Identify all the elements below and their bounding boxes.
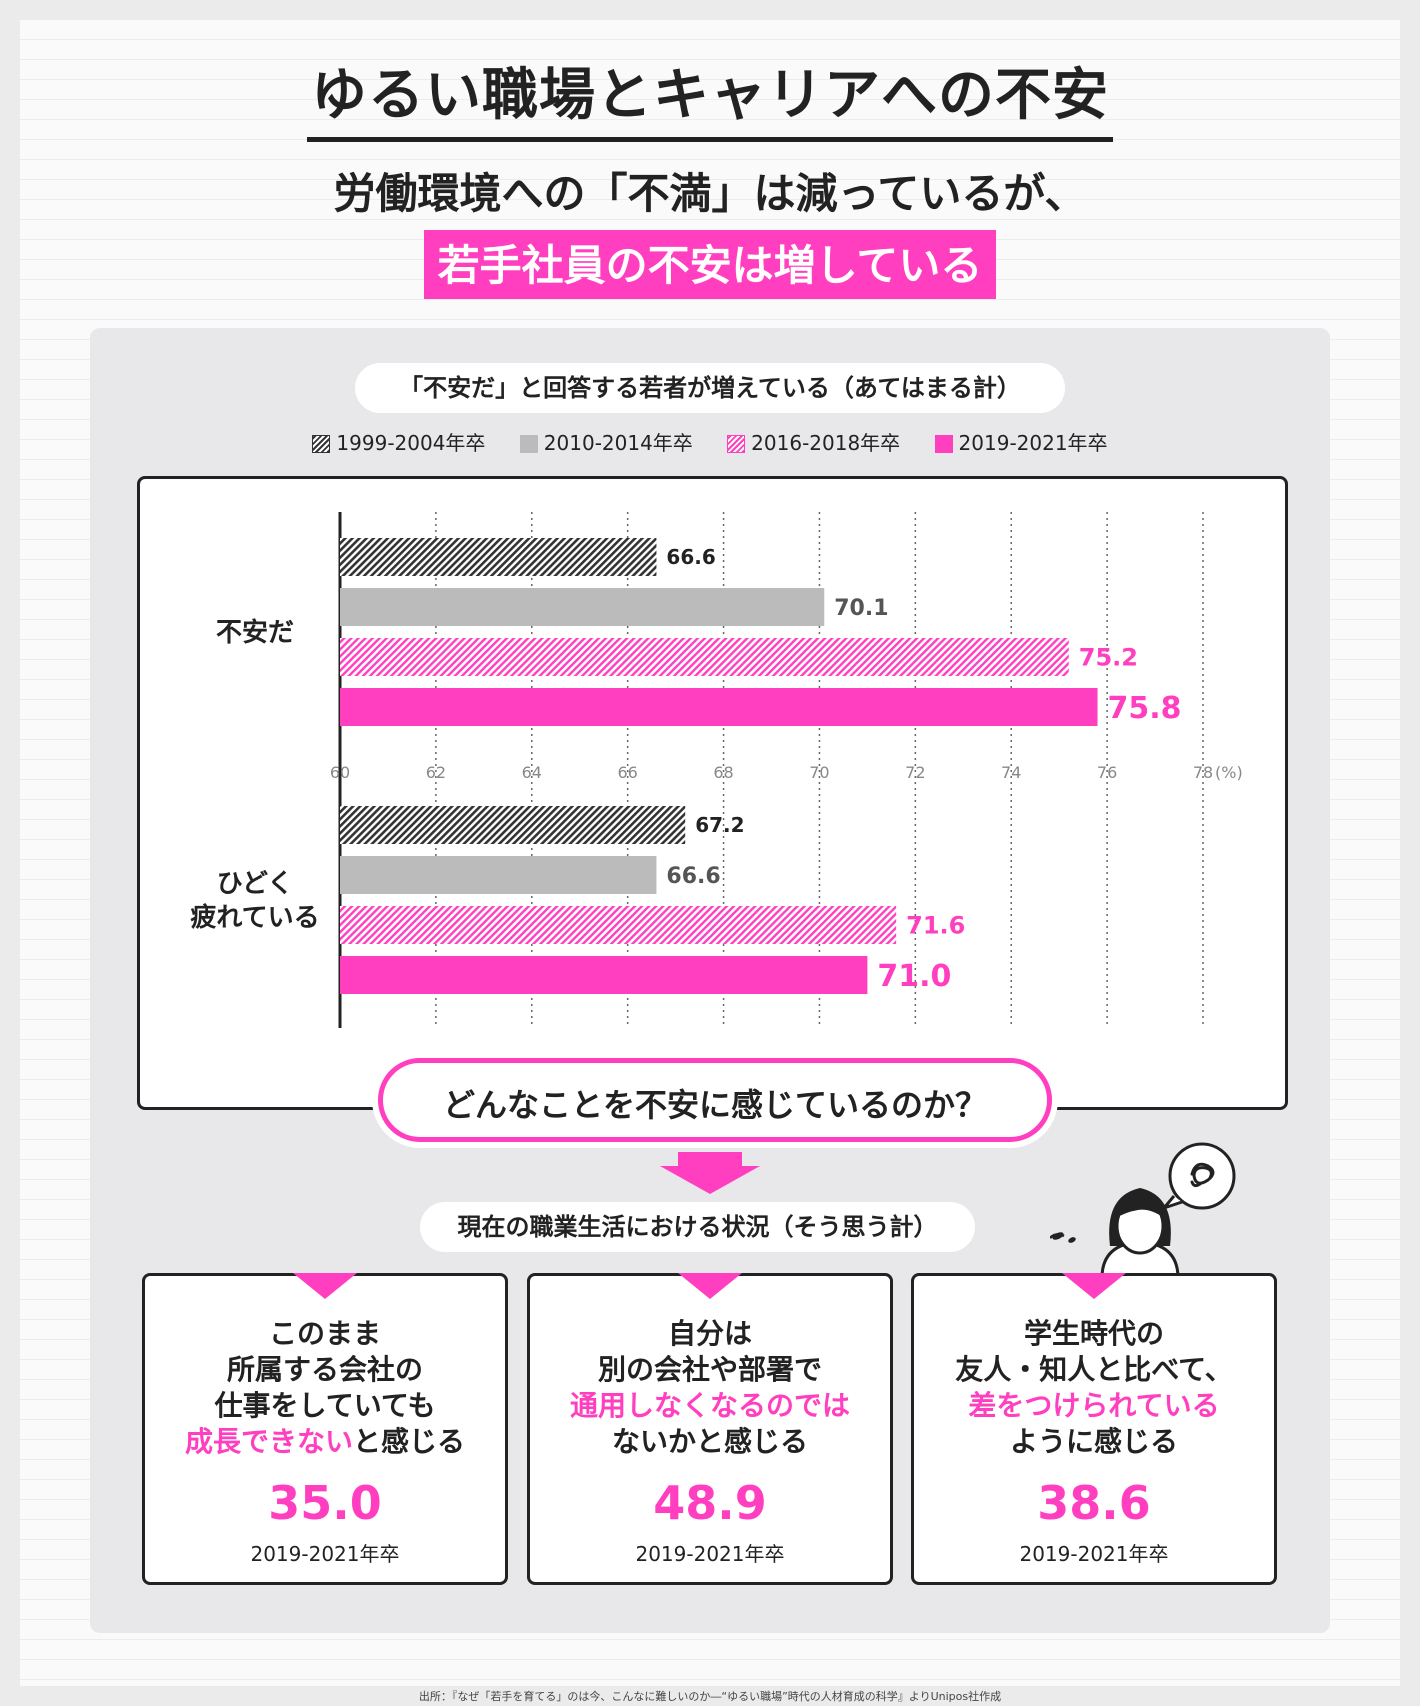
card-line: 自分は [667, 1317, 752, 1350]
bar-2-4 [340, 956, 868, 994]
x-tick-label: 76 [1097, 763, 1117, 782]
card-value: 38.6 [1037, 1476, 1151, 1530]
card-value: 48.9 [653, 1476, 767, 1530]
bar-2-3 [340, 906, 897, 944]
card-text: このまま 所属する会社の 仕事をしていても 成長できないと感じる [145, 1316, 505, 1460]
x-tick-label: 72 [905, 763, 925, 782]
stat-card-2: 自分は 別の会社や部署で 通用しなくなるのでは ないかと感じる 48.9 201… [527, 1273, 893, 1585]
card-line: ように感じる [1009, 1425, 1178, 1458]
legend-label: 2016-2018年卒 [751, 431, 901, 455]
bar-1-4 [340, 688, 1098, 726]
card-line: 仕事をしていても [214, 1389, 436, 1422]
category-label: 不安だ [216, 618, 294, 648]
chart-title: 「不安だ」と回答する若者が増えている（あてはまる計） [355, 363, 1065, 413]
card-line: 所属する会社の [226, 1353, 423, 1386]
card-line: 差をつけられている [968, 1389, 1220, 1422]
card-notch [1062, 1273, 1126, 1299]
x-tick-label: 74 [1001, 763, 1021, 782]
card-line: ないかと感じる [611, 1425, 808, 1458]
bar-1-3 [340, 638, 1069, 676]
x-tick-label: 62 [426, 763, 446, 782]
card-period: 2019-2021年卒 [1019, 1542, 1169, 1566]
value-label: 75.2 [1079, 644, 1138, 672]
down-arrow-icon [660, 1152, 760, 1194]
value-label: 66.6 [666, 864, 720, 889]
card-line: 学生時代の [1023, 1317, 1164, 1350]
legend-label: 2010-2014年卒 [543, 431, 693, 455]
stat-card-3: 学生時代の 友人・知人と比べて、 差をつけられている ように感じる 38.6 2… [911, 1273, 1277, 1585]
bar-1-2 [340, 588, 825, 626]
value-label: 71.0 [877, 959, 951, 994]
card-value: 35.0 [268, 1476, 382, 1530]
value-label: 75.8 [1108, 691, 1182, 726]
category-label: 疲れている [190, 902, 319, 933]
category-label: ひどく [217, 869, 293, 899]
legend-swatch-pink [934, 435, 953, 453]
chart-legend: 1999-2004年卒 2010-2014年卒 2016-2018年卒 2019… [0, 427, 1420, 456]
x-tick-label: 66 [617, 763, 637, 782]
source-note: 出所：『なぜ「若手を育てる」のは今、こんなに難しいのか―“ゆるい職場”時代の人材… [418, 1690, 1002, 1703]
value-label: 71.6 [906, 912, 965, 940]
labels: 60 62 64 66 68 70 72 74 76 78 (%) 66.6 70.1 75.2 75.8 不… [190, 545, 1242, 994]
card-text: 自分は 別の会社や部署で 通用しなくなるのでは ないかと感じる [530, 1316, 890, 1460]
worried-person-icon [1050, 1142, 1236, 1278]
bar-2-1 [340, 806, 686, 844]
x-tick-label: 68 [713, 763, 733, 782]
card-period: 2019-2021年卒 [635, 1542, 785, 1566]
x-tick-label: 78 [1193, 763, 1213, 782]
card-line: 別の会社や部署で [597, 1353, 822, 1386]
question-banner: どんなことを不安に感じているのか？ [378, 1058, 1052, 1142]
chart-frame [137, 476, 1288, 1110]
bars [340, 538, 1098, 994]
legend-item-2016-2018: 2016-2018年卒 [727, 427, 900, 456]
card-line: 成長できないと感じる [184, 1425, 466, 1458]
legend-item-1999-2004: 1999-2004年卒 [312, 427, 485, 456]
legend-label: 2019-2021年卒 [958, 431, 1108, 455]
legend-item-2010-2014: 2010-2014年卒 [519, 427, 693, 456]
value-label: 70.1 [834, 596, 888, 621]
page-title-text: ゆるい職場とキャリアへの不安 [307, 50, 1113, 142]
value-label: 66.6 [666, 545, 715, 569]
legend-item-2019-2021: 2019-2021年卒 [934, 427, 1108, 456]
legend-label: 1999-2004年卒 [336, 431, 486, 455]
subtitle-line-1: 労働環境への「不満」は減っているが、 [333, 169, 1087, 218]
page-title: ゆるい職場とキャリアへの不安 [0, 50, 1420, 142]
card-line: 通用しなくなるのでは [569, 1389, 850, 1422]
legend-swatch-gray [519, 435, 538, 453]
legend-swatch-hatch-dark [312, 435, 331, 453]
bar-1-1 [340, 538, 657, 576]
subtitle-line-2: 若手社員の不安は増している [423, 230, 997, 299]
subtitle-line-2-wrap: 若手社員の不安は増している [0, 230, 1420, 299]
bar-chart: 60 62 64 66 68 70 72 74 76 78 (%) 66.6 70.1 75.2 75.8 不… [190, 512, 1243, 1028]
card-text: 学生時代の 友人・知人と比べて、 差をつけられている ように感じる [914, 1316, 1274, 1460]
x-tick-label: 70 [809, 763, 829, 782]
card-notch [293, 1273, 357, 1299]
stat-card-1: このまま 所属する会社の 仕事をしていても 成長できないと感じる 35.0 20… [142, 1273, 508, 1585]
x-unit-label: (%) [1215, 763, 1243, 782]
status-heading: 現在の職業生活における状況（そう思う計） [420, 1202, 975, 1252]
card-notch [678, 1273, 742, 1299]
x-tick-label: 64 [522, 763, 542, 782]
card-line: このまま [268, 1317, 381, 1350]
x-tick-label: 60 [330, 763, 350, 782]
value-label: 67.2 [695, 813, 744, 837]
legend-swatch-hatch-pink [727, 435, 746, 453]
bar-2-2 [340, 856, 657, 894]
card-line: 友人・知人と比べて、 [955, 1353, 1233, 1386]
card-period: 2019-2021年卒 [250, 1542, 400, 1566]
